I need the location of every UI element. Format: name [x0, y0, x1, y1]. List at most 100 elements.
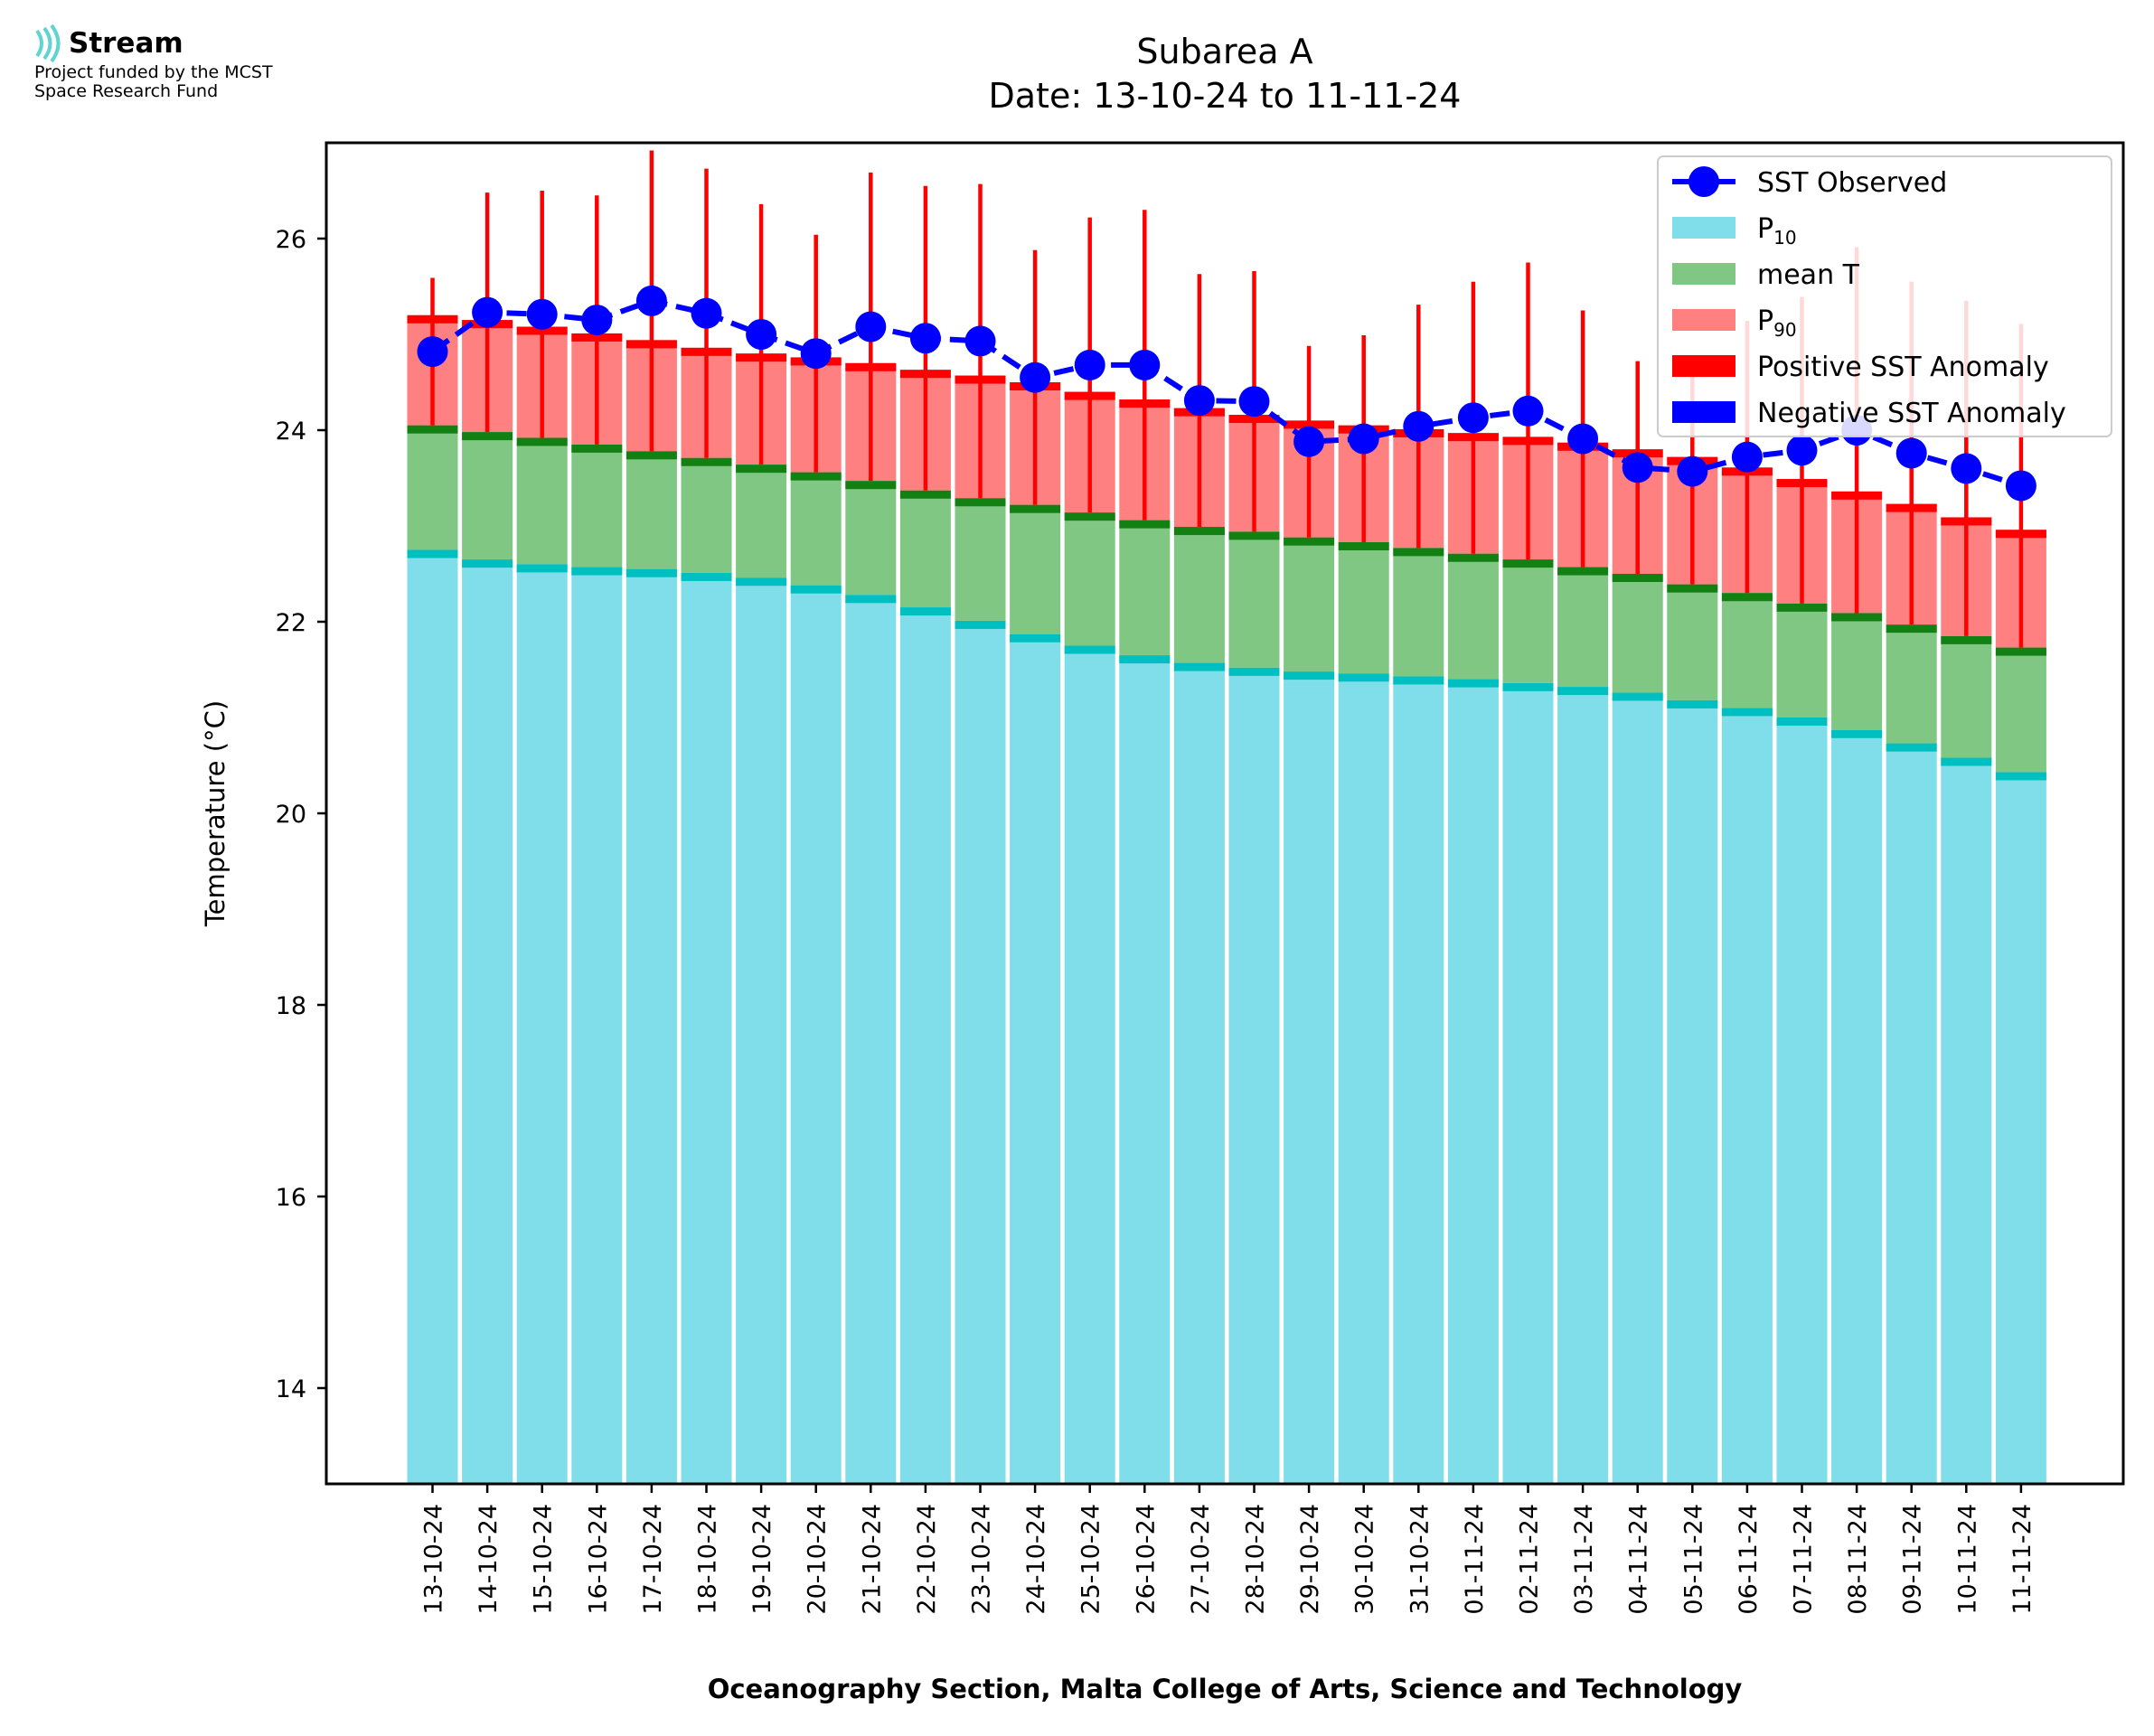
bar-mean-t-cap	[1119, 520, 1171, 529]
bar-mean-t	[1886, 624, 1937, 744]
y-tick-label: 24	[276, 418, 306, 446]
x-axis: 13-10-24 14-10-24 15-10-24 16-10-24 17-10-24…	[420, 1484, 2036, 1615]
bar-mean-t	[1119, 520, 1171, 656]
sst-observed-point	[1677, 455, 1708, 487]
bar-p10	[516, 564, 568, 1484]
bar-mean-t-cap	[1447, 553, 1499, 562]
stream-logo: Stream Project funded by the MCST Space …	[34, 23, 273, 101]
bar-mean-t-cap	[1776, 603, 1828, 612]
legend-label-text: SST Observed	[1757, 167, 1947, 199]
y-axis: 14 16 18 20 22 24 26	[276, 226, 326, 1403]
bar-p10	[1995, 772, 2046, 1484]
bar-p10-cap	[955, 620, 1006, 629]
sst-observed-point	[1622, 452, 1653, 483]
bar-mean-t-cap	[407, 425, 458, 434]
bar-p10-cap	[1010, 633, 1061, 643]
bar-p10	[1721, 708, 1773, 1484]
bar-p10-cap	[571, 567, 623, 576]
sst-observed-point	[1403, 410, 1434, 442]
bar-p10	[1447, 679, 1499, 1484]
x-tick-label: 04-11-24	[1625, 1504, 1653, 1615]
legend-color-swatch	[1672, 263, 1735, 285]
bar-p10-cap	[1941, 757, 1992, 766]
bar-p10-cap	[1284, 671, 1335, 680]
bar-mean-t-cap	[1612, 574, 1663, 582]
legend-color-swatch	[1672, 401, 1735, 423]
funding-credit-line-2: Space Research Fund	[34, 81, 219, 101]
bar-mean-t-cap	[1064, 512, 1115, 521]
x-tick-label: 15-10-24	[530, 1504, 558, 1615]
legend-box	[1657, 155, 2112, 437]
bar-p10-cap	[1612, 692, 1663, 701]
bar-p10-cap	[1886, 743, 1937, 752]
legend-color-swatch	[1672, 309, 1735, 331]
bar-mean-t	[1995, 647, 2046, 773]
bar-p10-cap	[1557, 687, 1609, 696]
y-tick-label: 26	[276, 226, 306, 254]
legend-label: Positive SST Anomaly	[1757, 352, 2049, 383]
sst-observed-point	[635, 285, 667, 316]
x-tick-label: 10-11-24	[1953, 1504, 1981, 1615]
x-tick-label: 21-10-24	[858, 1504, 886, 1615]
x-tick-label: 27-10-24	[1187, 1504, 1215, 1615]
bar-p10-cap	[790, 585, 842, 594]
x-tick-label: 22-10-24	[913, 1504, 941, 1615]
sst-observed-point	[1238, 386, 1270, 418]
bar-p10	[899, 607, 951, 1484]
bar-mean-t-cap	[462, 432, 513, 441]
bar-mean-t	[1612, 574, 1663, 693]
bar-mean-t-cap	[1173, 527, 1225, 536]
sst-observed-point	[1348, 423, 1379, 455]
x-tick-label: 18-10-24	[694, 1504, 722, 1615]
x-tick-label: 29-10-24	[1296, 1504, 1324, 1615]
bar-mean-t	[407, 425, 458, 550]
legend-label: P90	[1757, 305, 1797, 341]
logo-name: Stream	[69, 27, 183, 60]
bar-mean-t-cap	[955, 498, 1006, 507]
legend-item-sst: SST Observed	[1672, 166, 1947, 199]
bar-p10-cap	[1228, 667, 1280, 676]
bar-p10	[1119, 655, 1171, 1484]
bar-p10-cap	[1119, 655, 1171, 664]
y-tick-label: 22	[276, 609, 306, 637]
bar-p10	[1557, 687, 1609, 1484]
legend-label: SST Observed	[1757, 167, 1947, 199]
bar-mean-t-cap	[516, 437, 568, 446]
x-tick-label: 03-11-24	[1570, 1504, 1598, 1615]
legend-label-text: mean T	[1757, 259, 1860, 291]
legend-label: Negative SST Anomaly	[1757, 398, 2066, 429]
bar-p10	[1667, 699, 1718, 1484]
sst-observed-point	[472, 296, 503, 328]
x-tick-label: 31-10-24	[1406, 1504, 1434, 1615]
sst-observed-point	[1129, 349, 1161, 380]
bar-mean-t	[1941, 635, 1992, 758]
bar-p10-cap	[1667, 699, 1718, 708]
legend-marker-swatch	[1688, 166, 1719, 197]
bar-p10	[1010, 633, 1061, 1484]
sst-observed-point	[1512, 395, 1544, 427]
bar-mean-t	[1228, 531, 1280, 668]
bar-p10	[790, 585, 842, 1484]
bar-p10-cap	[1064, 645, 1115, 654]
bar-mean-t-cap	[899, 490, 951, 499]
bar-mean-t-cap	[790, 472, 842, 481]
bar-mean-t-cap	[1010, 504, 1061, 513]
sst-observed-point	[800, 338, 832, 370]
x-tick-label: 05-11-24	[1679, 1504, 1707, 1615]
bar-p10-cap	[1502, 682, 1554, 691]
x-tick-label: 26-10-24	[1132, 1504, 1160, 1615]
sst-observed-point	[1074, 349, 1105, 380]
sst-observed-point	[964, 325, 996, 357]
bar-mean-t-cap	[736, 464, 787, 474]
bar-p10	[1064, 645, 1115, 1484]
bar-p10	[407, 549, 458, 1484]
bar-mean-t	[1064, 512, 1115, 646]
bar-p10-cap	[1995, 772, 2046, 781]
legend-item-neg: Negative SST Anomaly	[1672, 398, 2066, 429]
bar-mean-t-cap	[1502, 559, 1554, 568]
legend-color-swatch	[1672, 355, 1735, 377]
sst-observed-point	[1951, 453, 1982, 484]
bar-mean-t	[626, 451, 677, 569]
bar-p10	[1612, 692, 1663, 1484]
sst-observed-point	[1895, 437, 1927, 469]
